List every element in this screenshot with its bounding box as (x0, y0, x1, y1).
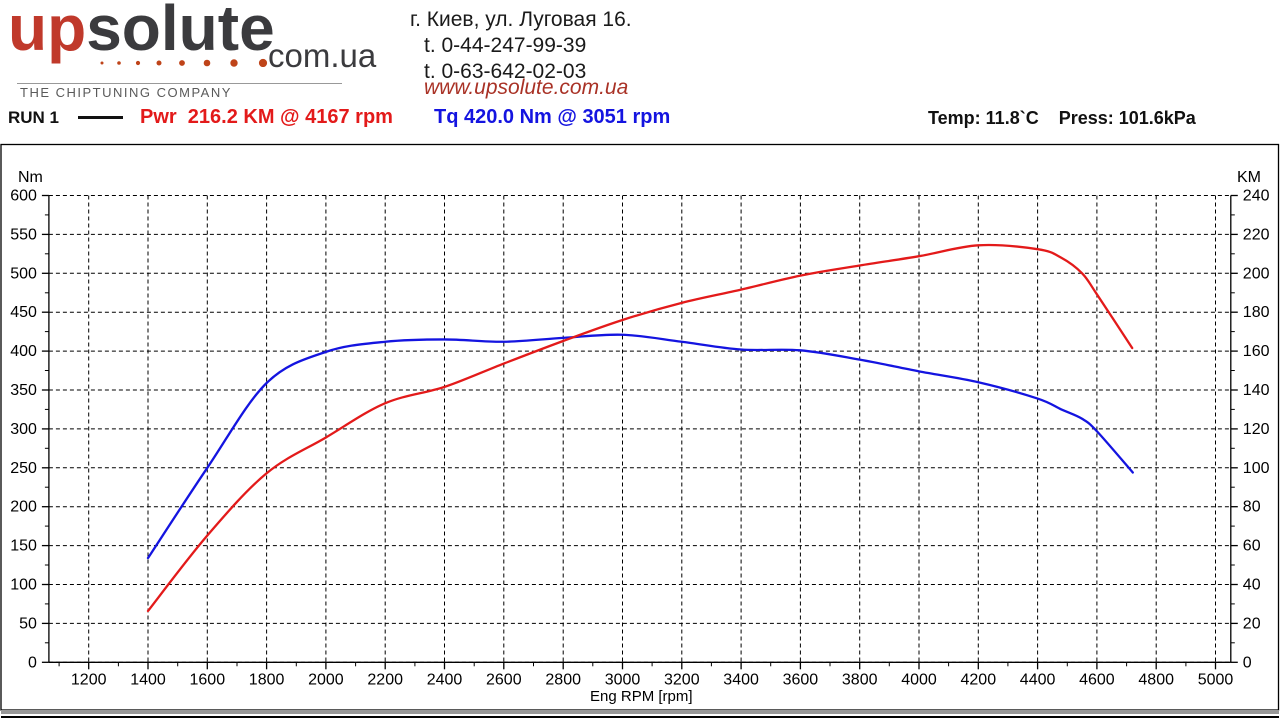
svg-text:5000: 5000 (1198, 671, 1234, 688)
svg-text:4000: 4000 (901, 671, 937, 688)
svg-text:4200: 4200 (961, 671, 997, 688)
svg-text:1400: 1400 (130, 671, 166, 688)
svg-text:2400: 2400 (427, 671, 463, 688)
svg-text:2600: 2600 (486, 671, 522, 688)
svg-text:3400: 3400 (723, 671, 759, 688)
svg-text:4600: 4600 (1079, 671, 1115, 688)
svg-text:0: 0 (28, 654, 37, 671)
svg-text:40: 40 (1243, 577, 1261, 594)
svg-text:2800: 2800 (545, 671, 581, 688)
svg-text:3800: 3800 (842, 671, 878, 688)
svg-text:2200: 2200 (367, 671, 403, 688)
svg-text:3000: 3000 (605, 671, 641, 688)
svg-text:80: 80 (1243, 499, 1261, 516)
svg-text:4400: 4400 (1020, 671, 1056, 688)
svg-text:60: 60 (1243, 538, 1261, 555)
svg-text:50: 50 (19, 615, 37, 632)
svg-text:20: 20 (1243, 615, 1261, 632)
svg-text:550: 550 (10, 226, 37, 243)
svg-text:100: 100 (10, 577, 37, 594)
svg-text:250: 250 (10, 460, 37, 477)
svg-text:160: 160 (1243, 343, 1270, 360)
svg-text:0: 0 (1243, 654, 1252, 671)
svg-text:120: 120 (1243, 421, 1270, 438)
svg-text:1600: 1600 (190, 671, 226, 688)
svg-text:400: 400 (10, 343, 37, 360)
svg-text:350: 350 (10, 382, 37, 399)
svg-text:150: 150 (10, 538, 37, 555)
svg-text:240: 240 (1243, 188, 1270, 205)
svg-text:1800: 1800 (249, 671, 285, 688)
svg-text:450: 450 (10, 304, 37, 321)
svg-text:3200: 3200 (664, 671, 700, 688)
svg-text:300: 300 (10, 421, 37, 438)
svg-text:200: 200 (1243, 265, 1270, 282)
svg-text:4800: 4800 (1138, 671, 1174, 688)
svg-text:1200: 1200 (71, 671, 107, 688)
svg-text:220: 220 (1243, 226, 1270, 243)
svg-text:500: 500 (10, 265, 37, 282)
svg-text:180: 180 (1243, 304, 1270, 321)
svg-text:200: 200 (10, 499, 37, 516)
svg-text:100: 100 (1243, 460, 1270, 477)
svg-text:140: 140 (1243, 382, 1270, 399)
svg-text:Nm: Nm (18, 169, 43, 186)
svg-text:600: 600 (10, 188, 37, 205)
svg-text:3600: 3600 (783, 671, 819, 688)
svg-text:KM: KM (1237, 169, 1261, 186)
svg-text:2000: 2000 (308, 671, 344, 688)
